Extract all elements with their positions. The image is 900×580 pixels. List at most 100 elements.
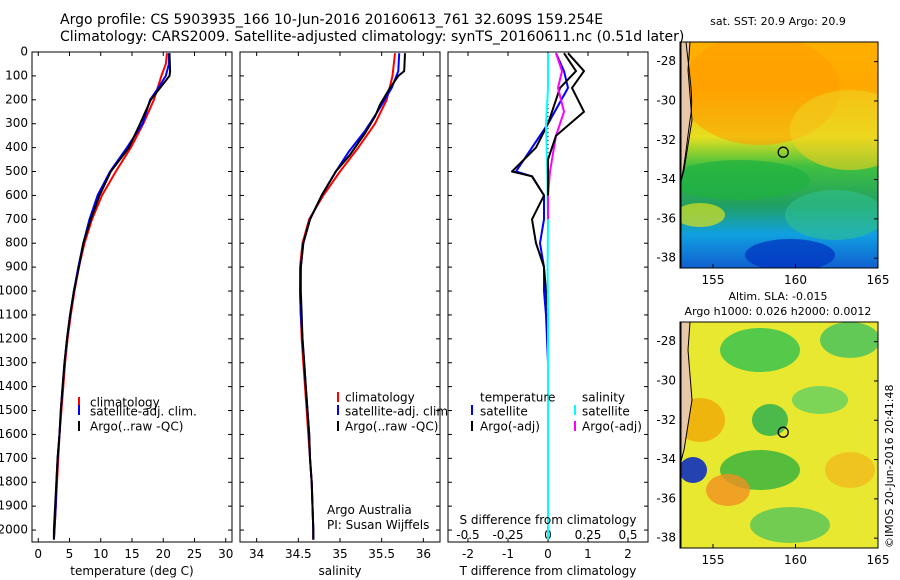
temperature-x-axis: 0 5 10 15 20 25 30	[34, 52, 233, 561]
lat-tick-label: -34	[656, 452, 676, 466]
temperature-x-label: temperature (deg C)	[70, 564, 193, 578]
legend-label-temp-argo: Argo(-adj)	[480, 420, 540, 434]
depth-tick-label: 0	[20, 45, 28, 59]
sla-map-axes: 155 160 165 -28 -30 -32 -34 -36 -38	[656, 334, 889, 567]
x-tick-label: 5	[66, 547, 74, 561]
salinity-diff-tick-label: -0.5	[456, 528, 479, 542]
salinity-diff-tick-label: -0.25	[492, 528, 523, 542]
depth-tick-label: 100	[5, 68, 28, 82]
depth-tick-label: 1900	[0, 499, 28, 513]
lat-tick-label: -38	[656, 251, 676, 265]
depth-tick-label: 1300	[0, 355, 28, 369]
x-tick-label: -1	[502, 547, 514, 561]
depth-tick-label: 800	[5, 236, 28, 250]
x-tick-label: 2	[624, 547, 632, 561]
depth-tick-label: 1600	[0, 427, 28, 441]
legend-label-temp-satellite: satellite	[480, 405, 528, 419]
difference-profiles	[511, 52, 585, 540]
depth-tick-label: 2000	[0, 523, 28, 537]
x-tick-label: 34.5	[285, 547, 312, 561]
series-line-argo-raw-qc-	[299, 53, 406, 540]
lon-tick-label: 165	[867, 553, 890, 567]
depth-tick-label: 1800	[0, 475, 28, 489]
lon-tick-label: 165	[867, 273, 890, 287]
legend-label-argo: Argo(..raw -QC)	[90, 420, 183, 434]
lat-tick-label: -30	[656, 93, 676, 107]
legend-label-argo: Argo(..raw -QC)	[345, 420, 438, 434]
x-tick-label: 20	[156, 547, 171, 561]
temperature-panel: 0100200300400500600700800900100011001200…	[0, 45, 233, 579]
depth-tick-label: 1500	[0, 403, 28, 417]
legend-label-satellite: satellite-adj. clim.	[90, 405, 197, 419]
sst-map-axes: 155 160 165 -28 -30 -32 -34 -36 -38	[656, 54, 889, 287]
x-tick-label: 36	[416, 547, 431, 561]
temperature-legend: climatology satellite-adj. clim. Argo(..…	[78, 396, 197, 434]
lon-tick-label: 155	[702, 553, 725, 567]
difference-panel: -2 -1 0 1 2 -0.5 -0.25 0 0.25 0.5 temperature sa…	[447, 51, 649, 578]
salinity-depth-ticks	[240, 51, 440, 531]
depth-tick-label: 300	[5, 116, 28, 130]
depth-tick-label: 1200	[0, 331, 28, 345]
lat-tick-label: -28	[656, 334, 676, 348]
legend-label-satellite: satellite-adj. clim.	[345, 405, 452, 419]
depth-tick-label: 200	[5, 92, 28, 106]
x-tick-label: 0	[34, 547, 42, 561]
lat-tick-label: -36	[656, 211, 676, 225]
credit-organisation: Argo Australia	[327, 503, 412, 517]
lat-tick-label: -28	[656, 54, 676, 68]
difference-x-axis: -2 -1 0 1 2	[462, 52, 632, 561]
lon-tick-label: 160	[784, 273, 807, 287]
float-position-marker	[777, 146, 789, 158]
imos-credit: ©IMOS 20-Jun-2016 20:41:48	[883, 384, 896, 548]
lat-tick-label: -30	[656, 373, 676, 387]
salinity-difference-label: S difference from climatology	[460, 513, 637, 527]
x-tick-label: 35	[332, 547, 347, 561]
figure-title-line1: Argo profile: CS 5903935_166 10-Jun-2016…	[60, 12, 604, 28]
lat-tick-label: -32	[656, 413, 676, 427]
series-line-argo-raw-qc-	[52, 53, 172, 540]
sst-map: sat. SST: 20.9 Argo: 20.9 155 160 165 -28 -3…	[656, 15, 889, 287]
series-line-salinity-argo-adj-raw	[547, 52, 585, 196]
temperature-difference-label: T difference from climatology	[459, 564, 637, 578]
sla-map: Altim. SLA: -0.015 Argo h1000: 0.026 h20…	[656, 290, 889, 567]
depth-tick-label: 1100	[0, 307, 28, 321]
salinity-panel: 34 34.5 35 35.5 36 climatology satellite-adj…	[239, 51, 452, 578]
lat-tick-label: -34	[656, 172, 676, 186]
temperature-profiles	[52, 53, 172, 540]
lon-tick-label: 160	[784, 553, 807, 567]
sla-map-title-line2: Argo h1000: 0.026 h2000: 0.0012	[685, 305, 872, 318]
lon-tick-label: 155	[702, 273, 725, 287]
lat-tick-label: -38	[656, 531, 676, 545]
float-position-marker	[777, 426, 789, 438]
legend-label-climatology: climatology	[90, 396, 160, 410]
salinity-profiles	[299, 53, 406, 540]
x-tick-label: 30	[218, 547, 233, 561]
salinity-legend: climatology satellite-adj. clim. Argo(..…	[337, 391, 452, 434]
x-tick-label: -2	[462, 547, 474, 561]
x-tick-label: 25	[187, 547, 202, 561]
x-tick-label: 10	[93, 547, 108, 561]
difference-depth-ticks	[448, 51, 648, 531]
sst-map-frame	[679, 41, 879, 269]
depth-tick-label: 1700	[0, 451, 28, 465]
x-tick-label: 35.5	[368, 547, 395, 561]
depth-tick-label: 1400	[0, 379, 28, 393]
salinity-diff-tick-label: 0.25	[575, 528, 602, 542]
depth-tick-label: 900	[5, 260, 28, 274]
legend-heading-temperature: temperature	[480, 391, 555, 405]
sla-map-frame	[679, 321, 879, 549]
x-tick-label: 1	[584, 547, 592, 561]
depth-tick-label: 700	[5, 212, 28, 226]
legend-label-climatology: climatology	[345, 391, 415, 405]
temperature-axes-frame	[31, 51, 233, 543]
salinity-x-axis: 34 34.5 35 35.5 36	[249, 52, 431, 561]
legend-heading-salinity: salinity	[582, 391, 625, 405]
x-tick-label: 0	[544, 547, 552, 561]
depth-tick-label: 600	[5, 188, 28, 202]
legend-label-sal-argo: Argo(-adj)	[582, 420, 642, 434]
depth-tick-label: 1000	[0, 284, 28, 298]
salinity-x-label: salinity	[318, 564, 361, 578]
lat-tick-label: -32	[656, 133, 676, 147]
salinity-axes-frame	[239, 51, 441, 543]
